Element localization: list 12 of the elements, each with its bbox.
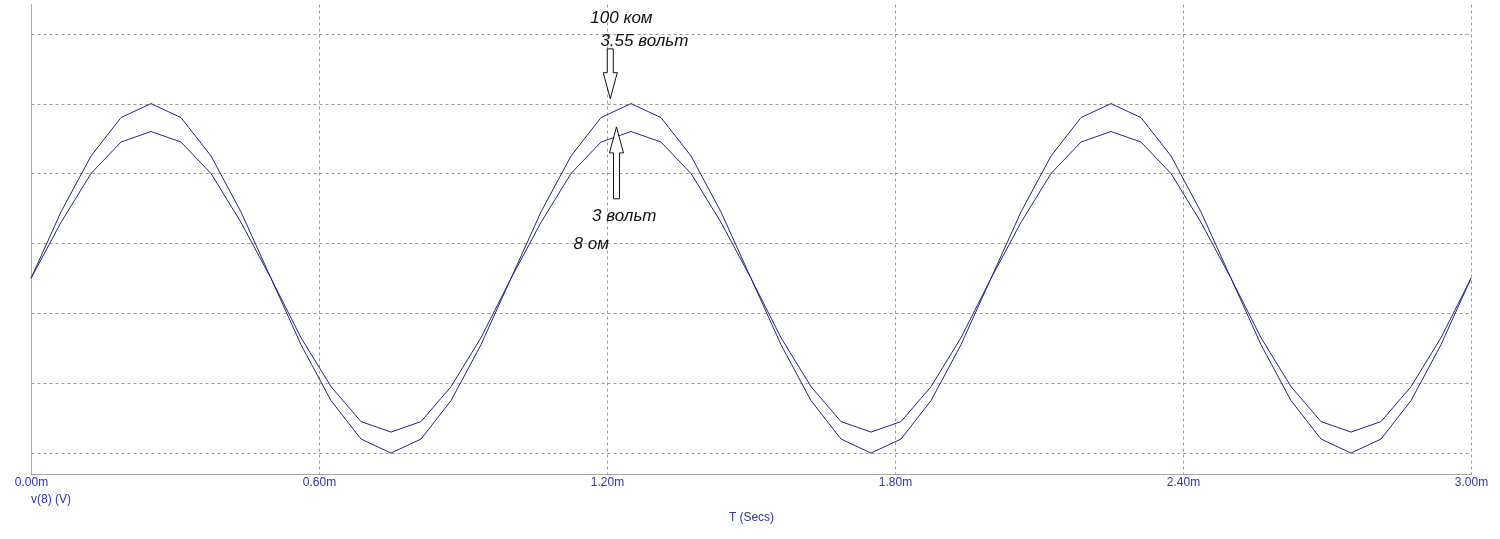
x-tick-label: 0.60m <box>302 474 337 489</box>
x-tick-label: 3.00m <box>1454 474 1489 489</box>
x-tick-label: 0.00m <box>14 474 49 489</box>
text: v(8) (V) <box>31 492 71 506</box>
x-tick-label: 2.40m <box>1166 474 1201 489</box>
annotation: 3 вольт <box>592 205 657 225</box>
x-tick-label: 1.20m <box>590 474 625 489</box>
text: 100 ком <box>590 8 653 28</box>
x-axis-title: T (Secs) <box>728 509 775 524</box>
x-tick-label: 1.80m <box>878 474 913 489</box>
annotation: 8 ом <box>573 233 610 253</box>
text: 3.55 вольт <box>600 31 689 51</box>
